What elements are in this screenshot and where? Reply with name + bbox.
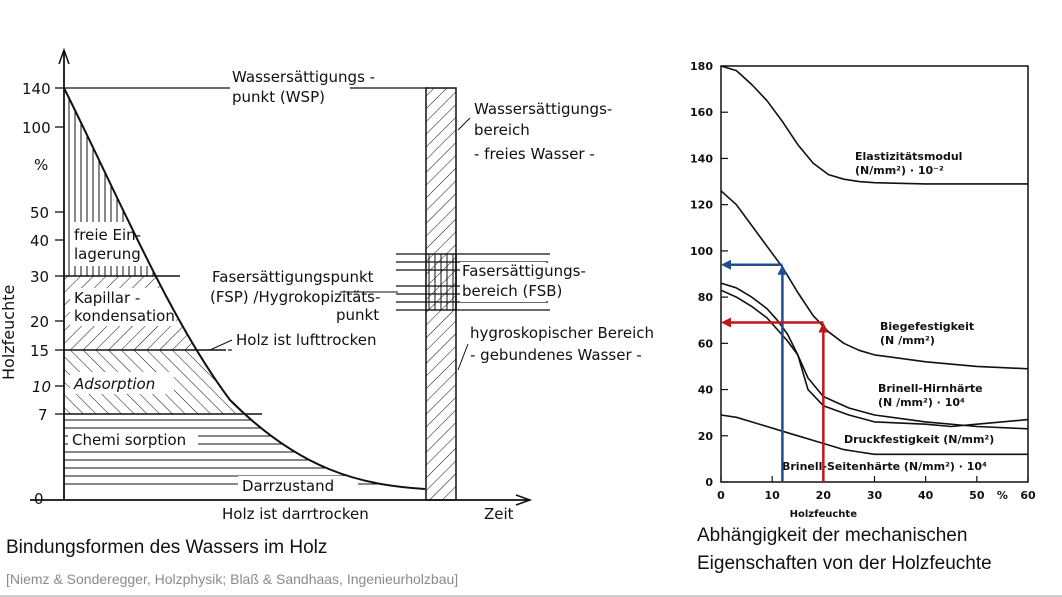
- marker-arrowhead-up-0: [777, 264, 788, 275]
- zone-label-kapillar-2: kondensation: [74, 307, 175, 325]
- series-label-3: Druckfestigkeit (N/mm²): [844, 433, 994, 446]
- label-fsp-3: punkt: [336, 306, 379, 324]
- label-wsb-1: Wassersättigungs-: [474, 100, 612, 118]
- x-tick-label: 10: [765, 489, 781, 502]
- zone-label-darrzustand: Darrzustand: [242, 477, 334, 495]
- x-tick-label: %: [997, 489, 1008, 502]
- y-tick-label: 40: [698, 384, 714, 397]
- caption-right: Abhängigkeit der mechanischen Eigenschaf…: [697, 522, 1057, 578]
- y-tick-label: 160: [690, 106, 713, 119]
- series-label-0: Elastizitätsmodul: [855, 150, 962, 163]
- series-line-1: [720, 190, 1029, 370]
- series-line-4: [720, 414, 1028, 456]
- y-tick-label: 120: [690, 199, 713, 212]
- y-tick-label: 60: [698, 337, 714, 350]
- tick-7: 7: [38, 406, 48, 424]
- series-label-unit-0: (N/mm²) · 10⁻²: [855, 164, 944, 177]
- left-ylabel: Holzfeuchte: [0, 285, 18, 380]
- series-label-unit-2: (N /mm²) · 10⁴: [878, 396, 965, 409]
- left-xlabel: Zeit: [484, 505, 514, 523]
- marker-arrowhead-left-1: [721, 317, 731, 328]
- tick-140: 140: [22, 80, 51, 98]
- y-tick-label: 140: [690, 152, 713, 165]
- series-label-2: Brinell-Hirnhärte: [878, 382, 983, 395]
- x-tick-label: 60: [1020, 489, 1036, 502]
- y-tick-label: 180: [690, 60, 713, 73]
- caption-right-line2: Eigenschaften von der Holzfeuchte: [697, 553, 992, 574]
- label-wsb-2: bereich: [474, 121, 530, 139]
- caption-right-line1: Abhängigkeit der mechanischen: [697, 525, 968, 546]
- x-tick-label: 20: [816, 489, 832, 502]
- zone-label-adsorption: Adsorption: [73, 375, 155, 393]
- left-diagram-labels: Holzfeuchte 140 100 % 50 40 30 20 15 10 …: [0, 68, 654, 523]
- marker-arrowhead-left-0: [721, 259, 731, 270]
- label-hygro-1: hygroskopischer Bereich: [470, 324, 654, 342]
- zone-label-chemisorption: Chemi sorption: [72, 431, 186, 449]
- tick-15: 15: [30, 342, 49, 360]
- label-fsp-2: (FSP) /Hygrokopizitäts-: [210, 288, 380, 306]
- label-hygro-2: - gebundenes Wasser -: [470, 346, 642, 364]
- label-fsb-1: Fasersättigungs-: [462, 262, 586, 280]
- label-wsb-3: - freies Wasser -: [474, 145, 595, 163]
- x-tick-label: 30: [867, 489, 883, 502]
- tick-20: 20: [30, 313, 49, 331]
- tick-40: 40: [30, 232, 49, 250]
- label-darrtrocken: Holz ist darrtrocken: [222, 505, 369, 523]
- tick-50: 50: [30, 204, 49, 222]
- x-tick-label: 0: [717, 489, 725, 502]
- tick-100: 100: [22, 119, 51, 137]
- caption-left: Bindungsformen des Wassers im Holz: [6, 537, 328, 558]
- zone-label-freie-1: freie Ein-: [74, 226, 141, 244]
- mechanical-properties-chart: 0 20 40 60 80 100 120 140 160 180 0 10 20 30 40 50% 60 Ho…: [690, 60, 1036, 520]
- label-fsp-1: Fasersättigungspunkt: [212, 268, 374, 286]
- label-wsp-1: Wassersättigungs -: [232, 68, 375, 86]
- series-label-4: Brinell-Seitenhärte (N/mm²) · 10⁴: [782, 460, 987, 473]
- y-tick-label: 100: [690, 245, 713, 258]
- label-lufttrocken: Holz ist lufttrocken: [236, 331, 377, 349]
- y-tick-label: 80: [698, 291, 714, 304]
- series-line-0: [720, 65, 1028, 185]
- series-line-3: [720, 289, 1029, 430]
- zone-label-kapillar-1: Kapillar -: [74, 289, 140, 307]
- series-line-2: [720, 282, 1029, 428]
- tick-percent: %: [34, 156, 48, 174]
- label-fsb-2: bereich (FSB): [462, 282, 562, 300]
- y-tick-label: 20: [698, 430, 714, 443]
- tick-0: 0: [34, 490, 44, 508]
- moisture-curve: [63, 87, 426, 490]
- y-tick-label: 0: [705, 476, 713, 489]
- x-axis-label: Holzfeuchte: [790, 509, 858, 520]
- label-wsp-2: punkt (WSP): [232, 88, 325, 106]
- zone-label-freie-2: lagerung: [74, 245, 141, 263]
- x-tick-label: 40: [918, 489, 934, 502]
- caption-source: [Niemz & Sonderegger, Holzphysik; Blaß &…: [6, 571, 459, 587]
- tick-10: 10: [32, 378, 51, 396]
- series-label-1: Biegefestigkeit: [880, 320, 974, 333]
- plot-frame: [720, 65, 1029, 483]
- x-tick-label: 50: [969, 489, 985, 502]
- series-label-unit-1: (N /mm²): [880, 334, 935, 347]
- tick-30: 30: [30, 268, 49, 286]
- footer-divider: [0, 595, 1062, 597]
- marker-arrowhead-up-1: [818, 322, 829, 333]
